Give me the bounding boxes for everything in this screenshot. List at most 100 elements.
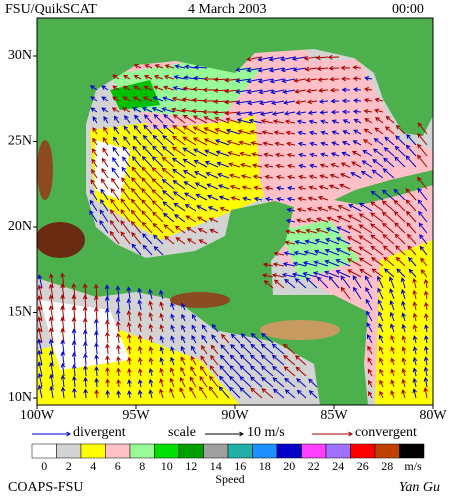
wind-vector [320,152,329,158]
colorbar-swatch [80,443,106,459]
wind-vector [116,332,121,344]
wind-vector [203,138,219,146]
wind-vector [352,98,362,103]
wind-vector [110,209,120,223]
wind-vector [416,154,428,168]
wind-vector [103,126,109,135]
wind-vector [390,379,395,388]
wind-vector [229,375,241,388]
colorbar-label: 14 [210,459,222,473]
wind-vector [163,224,175,234]
colorbar-swatch [374,443,400,459]
wind-vector [191,345,197,355]
wind-vector [199,386,208,399]
wind-vector [148,323,154,333]
wind-vector [94,330,99,344]
wind-vector [370,234,384,245]
wind-vector [382,233,395,245]
wind-vector [377,275,384,289]
wind-vector [401,346,407,355]
wind-vector [173,202,186,212]
wind-vector [152,145,164,157]
wind-vector [313,260,329,267]
wind-vector [238,140,252,146]
wind-vector [172,124,186,135]
wind-vector [296,119,307,125]
colorbar-label: 24 [332,459,344,473]
wind-vector [286,196,296,202]
colorbar-swatch [203,443,229,459]
wind-vector [224,110,241,116]
wind-vector [94,354,99,366]
wind-vector [412,377,418,388]
wind-vector [151,177,164,190]
wind-vector [126,310,132,322]
wind-vector [316,217,329,223]
wind-vector [251,152,263,157]
wind-vector [133,124,142,135]
wind-vector [313,249,329,256]
wind-vector [315,55,329,61]
wind-vector [406,134,417,146]
wind-vector [127,356,132,366]
wind-vector [211,334,219,344]
wind-vector [161,156,175,168]
wind-vector [319,110,329,115]
wind-vector [171,96,186,102]
wind-vector [303,55,318,61]
wind-vector [303,250,318,256]
wind-vector [123,74,131,80]
wind-vector [217,172,230,179]
wind-vector [306,217,318,223]
wind-vector [162,85,175,91]
wind-vector [162,96,175,102]
wind-vector [217,184,230,190]
wind-vector [111,107,120,113]
wind-vector [228,386,241,399]
wind-vector [306,88,318,94]
wind-vector [340,162,351,168]
wind-vector [224,99,241,105]
wind-vector [352,140,362,146]
wind-vector [94,389,100,399]
wind-vector [151,200,164,212]
legend-arrow [205,431,245,437]
wind-vector [305,277,318,289]
wind-vector [240,162,252,168]
wind-vector [265,196,274,202]
wind-vector [60,386,66,399]
wind-vector [148,300,153,311]
wind-vector [71,316,77,333]
wind-vector [423,366,429,377]
wind-vector [141,188,153,201]
wind-vector [405,210,417,223]
wind-vector [137,357,143,366]
wind-vector [367,368,373,377]
wind-vector [132,145,142,157]
wind-vector [143,74,153,80]
wind-vector [412,289,418,300]
wind-vector [419,234,428,245]
wind-vector [201,334,208,344]
wind-vector [296,218,307,223]
wind-vector [353,129,362,135]
wind-vector [412,388,417,399]
wind-vector [329,87,340,93]
wind-vector [37,361,43,377]
wind-vector [175,237,186,245]
wind-vector [141,210,153,223]
wind-vector [162,190,175,201]
wind-vector [395,245,406,256]
wind-vector [317,77,329,82]
wind-vector [287,174,296,180]
wind-vector [209,228,219,234]
wind-vector [363,139,373,146]
wind-vector [90,179,98,190]
wind-vector [284,240,296,245]
wind-vector [131,232,142,245]
legend-convergent: convergent [355,425,417,440]
wind-vector [37,349,43,366]
wind-vector [377,287,384,300]
colorbar-label: 20 [283,459,295,473]
wind-vector [394,145,406,157]
